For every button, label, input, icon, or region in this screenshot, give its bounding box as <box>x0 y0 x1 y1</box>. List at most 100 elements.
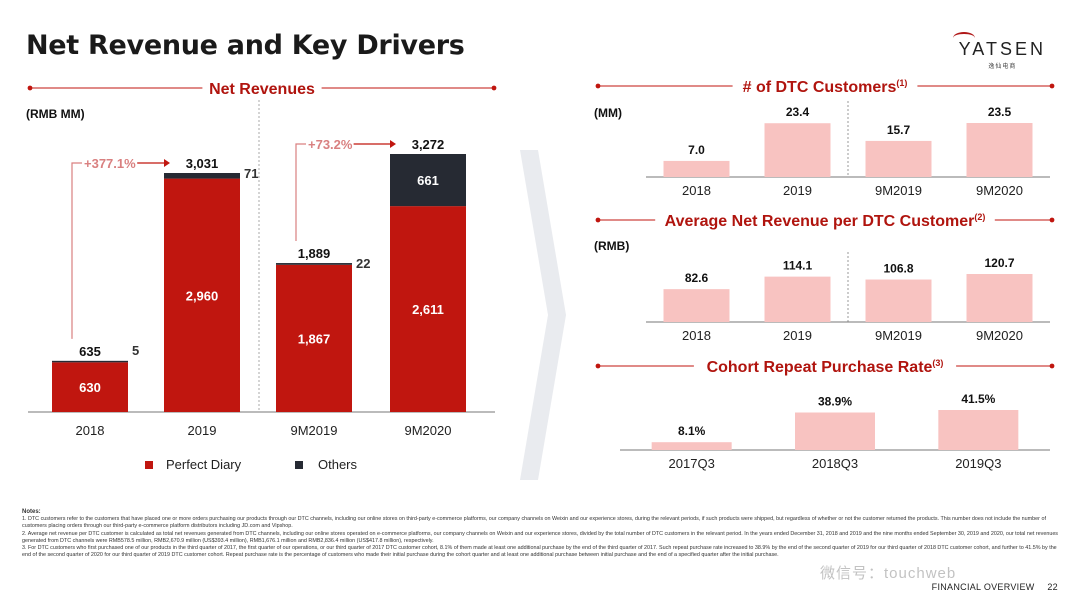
footer: FINANCIAL OVERVIEW 22 <box>922 582 1058 592</box>
x-tick-label: 2018 <box>682 328 711 343</box>
notes-heading: Notes: <box>22 509 41 515</box>
bar-others <box>52 360 128 363</box>
legend-label-perfect-diary: Perfect Diary <box>166 457 242 472</box>
data-label-perfect-diary: 2,611 <box>412 302 444 317</box>
footer-section: FINANCIAL OVERVIEW <box>931 582 1035 592</box>
bar-perfect-diary <box>52 362 128 412</box>
x-tick-label: 2018 <box>682 183 711 198</box>
bar <box>966 123 1033 177</box>
x-tick-label: 9M2020 <box>976 183 1023 198</box>
dtc-customers-chart: # of DTC Customers(1) (MM) 7.0 2018 23.4 2019… <box>594 78 1055 198</box>
data-label-total: 3,031 <box>186 156 219 171</box>
data-label: 23.5 <box>988 105 1012 119</box>
header-dot-right <box>491 85 497 91</box>
data-label: 106.8 <box>883 262 913 276</box>
repeat-purchase-chart: Cohort Repeat Purchase Rate(3) 8.1% 2017Q3… <box>595 358 1055 471</box>
logo-wordmark: YATSEN <box>958 39 1046 59</box>
note-item: 1. DTC customers refer to the customers … <box>22 516 1046 530</box>
data-label-others: 71 <box>244 166 258 181</box>
chart-title-text: Net Revenues <box>209 81 315 98</box>
bar-others <box>390 154 466 207</box>
bar <box>663 160 730 177</box>
chart-title-footnote: (1) <box>896 78 907 88</box>
growth-arrow-head <box>390 140 396 148</box>
y-axis-unit: (RMB) <box>594 239 629 253</box>
bar-perfect-diary <box>390 206 466 412</box>
data-label: 114.1 <box>783 259 813 273</box>
x-tick-label: 2019 <box>188 423 217 438</box>
growth-arrow-head <box>164 159 170 168</box>
net-revenues-chart: Net Revenues (RMB MM) 630 5 635 2018 2,960 71 3,… <box>26 81 497 472</box>
bar <box>865 279 932 322</box>
bar <box>764 276 831 322</box>
data-label: 7.0 <box>688 143 705 157</box>
x-tick-label: 2019Q3 <box>955 456 1001 471</box>
x-tick-label: 9M2019 <box>875 183 922 198</box>
chart-title-text: # of DTC Customers <box>743 79 897 96</box>
bar <box>663 289 730 322</box>
chart-title-footnote: (2) <box>974 212 985 222</box>
data-label: 38.9% <box>818 395 852 409</box>
data-label-perfect-diary: 2,960 <box>186 288 219 303</box>
x-tick-label: 9M2019 <box>291 423 338 438</box>
bar <box>764 123 831 177</box>
footer-page-number: 22 <box>1047 582 1058 592</box>
x-tick-label: 9M2020 <box>405 423 452 438</box>
data-label: 8.1% <box>678 424 706 438</box>
data-label-others: 5 <box>132 343 139 358</box>
data-label: 15.7 <box>887 123 911 137</box>
header-dot-left <box>595 83 601 89</box>
data-label: 120.7 <box>984 256 1014 270</box>
note-item: 3. For DTC customers who first purchased… <box>22 545 1057 559</box>
legend-label-others: Others <box>318 457 358 472</box>
x-tick-label: 2019 <box>783 183 812 198</box>
header-dot-left <box>27 85 33 91</box>
x-tick-label: 9M2019 <box>875 328 922 343</box>
bar-perfect-diary <box>164 178 240 412</box>
chart-title: Cohort Repeat Purchase Rate(3) <box>707 358 944 376</box>
data-label-others: 661 <box>417 173 439 188</box>
data-label: 82.6 <box>685 271 709 285</box>
bar-others <box>276 263 352 265</box>
legend-swatch-others <box>295 461 303 469</box>
data-label-perfect-diary: 630 <box>79 380 101 395</box>
data-label-total: 1,889 <box>298 246 331 261</box>
bar-perfect-diary <box>276 264 352 412</box>
header-dot-right <box>1049 217 1055 223</box>
bar-others <box>164 173 240 179</box>
header-dot-left <box>595 217 601 223</box>
watermark: 微信号：touchweb <box>820 565 957 582</box>
bar <box>795 412 875 450</box>
logo-arc-icon <box>952 32 975 44</box>
chart-title-text: Cohort Repeat Purchase Rate <box>707 359 933 376</box>
chart-title: # of DTC Customers(1) <box>743 78 908 96</box>
note-item: 2. Average net revenue per DTC customer … <box>22 530 1059 544</box>
y-axis-unit: (MM) <box>594 106 622 120</box>
growth-label: +377.1% <box>84 156 136 171</box>
bar <box>865 140 932 177</box>
x-tick-label: 2017Q3 <box>669 456 715 471</box>
data-label: 23.4 <box>786 105 810 119</box>
notes: Notes: 1. DTC customers refer to the cus… <box>22 509 1062 559</box>
header-dot-left <box>595 363 601 369</box>
chart-title-text: Average Net Revenue per DTC Customer <box>665 213 975 230</box>
data-label-total: 635 <box>79 344 101 359</box>
data-label-others: 22 <box>356 256 370 271</box>
x-tick-label: 9M2020 <box>976 328 1023 343</box>
x-tick-label: 2018Q3 <box>812 456 858 471</box>
chevron-arrow-icon <box>520 150 566 480</box>
bar <box>651 442 732 450</box>
data-label-perfect-diary: 1,867 <box>298 331 331 346</box>
chart-title: Average Net Revenue per DTC Customer(2) <box>665 212 986 230</box>
growth-bracket <box>295 143 306 242</box>
chart-title-footnote: (3) <box>932 358 943 368</box>
logo-subtitle: 逸仙电商 <box>988 64 1017 70</box>
x-tick-label: 2019 <box>783 328 812 343</box>
growth-bracket <box>71 162 82 339</box>
legend-swatch-perfect-diary <box>145 461 153 469</box>
header-dot-right <box>1049 363 1055 369</box>
chart-title: Net Revenues <box>209 81 315 98</box>
page-title: Net Revenue and Key Drivers <box>26 30 465 61</box>
bar <box>938 410 1019 450</box>
avg-revenue-chart: Average Net Revenue per DTC Customer(2)(… <box>594 212 1055 343</box>
